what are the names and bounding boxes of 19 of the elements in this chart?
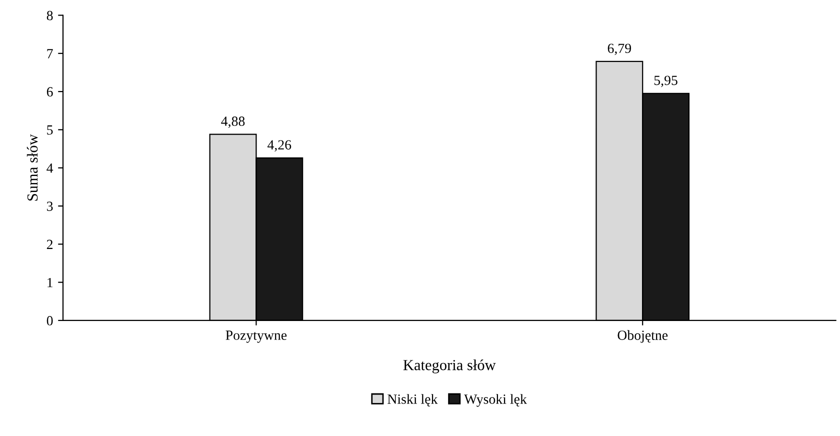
- y-axis-title: Suma słów: [26, 134, 38, 201]
- x-tick-label: Pozytywne: [226, 330, 287, 343]
- y-tick-label: 4: [46, 164, 54, 173]
- y-tick-label: 1: [48, 278, 52, 288]
- y-tick-label: 5: [47, 125, 53, 135]
- data-label: 6,79: [608, 44, 631, 56]
- legend-label: Wysoki lęk: [464, 394, 527, 407]
- x-axis-title: Kategoria słów: [403, 359, 496, 374]
- x-tick-label: Obojętne: [618, 330, 668, 343]
- y-tick-label: 3: [46, 202, 53, 211]
- y-tick-label: 2: [46, 240, 53, 249]
- data-label: 4,88: [221, 116, 245, 128]
- y-tick-label: 0: [46, 316, 53, 326]
- y-tick-label: 8: [46, 10, 53, 20]
- y-tick-label: 7: [47, 49, 53, 58]
- legend-label: Niski lęk: [388, 394, 438, 406]
- data-label: 4,26: [268, 140, 292, 152]
- y-tick-label: 6: [46, 87, 53, 97]
- data-label: 5,95: [654, 76, 678, 88]
